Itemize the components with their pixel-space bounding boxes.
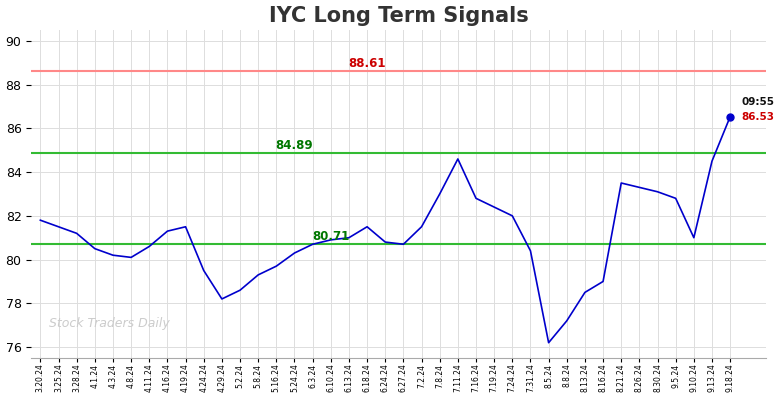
- Text: 09:55: 09:55: [741, 97, 774, 107]
- Text: 80.71: 80.71: [312, 230, 350, 243]
- Text: 86.53: 86.53: [741, 112, 774, 122]
- Text: 88.61: 88.61: [348, 57, 386, 70]
- Text: 84.89: 84.89: [276, 139, 314, 152]
- Text: Stock Traders Daily: Stock Traders Daily: [49, 317, 170, 330]
- Title: IYC Long Term Signals: IYC Long Term Signals: [269, 6, 528, 25]
